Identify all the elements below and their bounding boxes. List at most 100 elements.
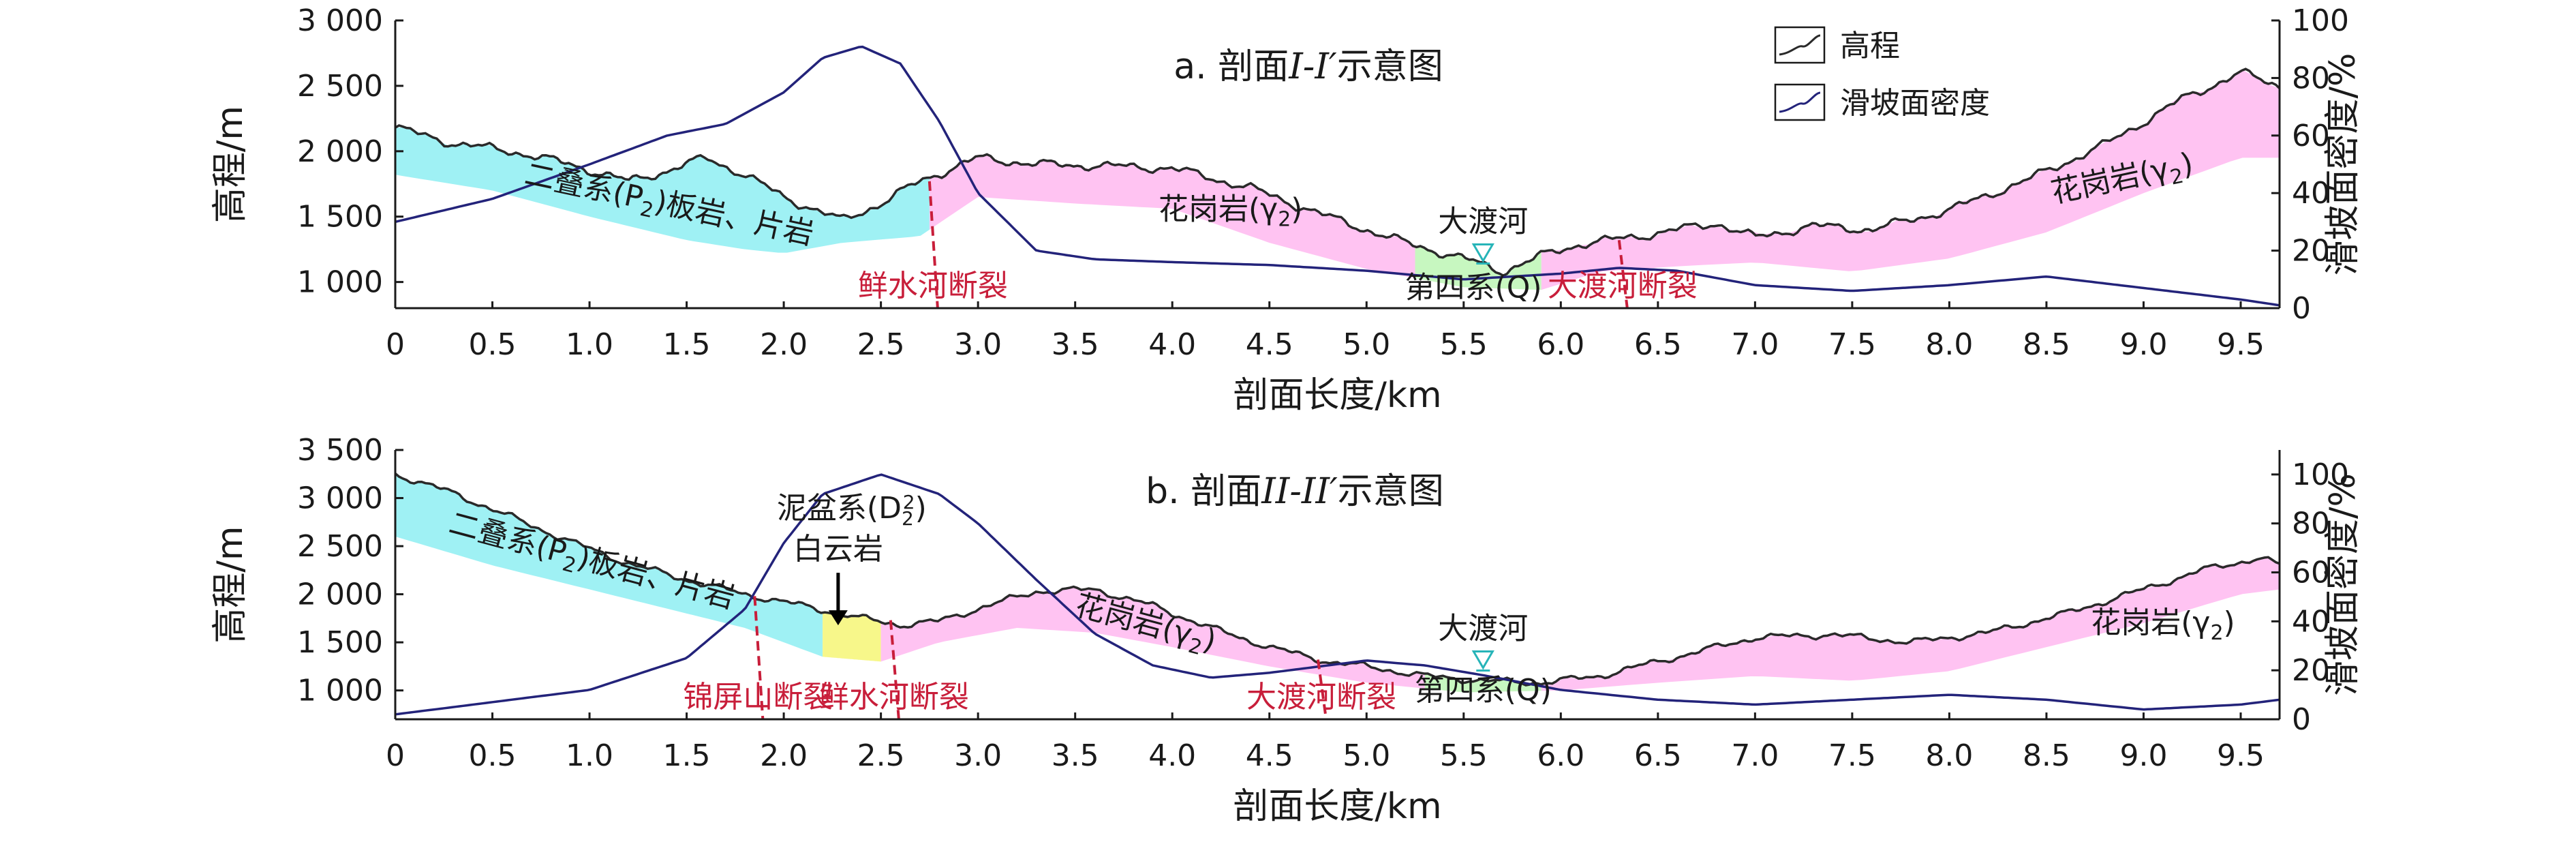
- panel-b-chart: 0 0.5 1.0 1.5 2.0 2.5 3.0 3.5 4.0 4.5 5.0 5.5 6.0 6.5…: [210, 433, 2363, 827]
- fault-line-1: [927, 181, 939, 309]
- fault-line-3: [1317, 659, 1328, 720]
- x-axis-title: 剖面长度/km: [1233, 375, 1441, 416]
- y2-tick-label: 80: [2292, 61, 2330, 95]
- unit-fill-3: [880, 587, 1425, 689]
- fault-line-1: [753, 596, 765, 720]
- density-line: [395, 45, 2280, 307]
- y2-tick-label: 100: [2292, 3, 2349, 38]
- y-axis-title: 高程/m: [210, 526, 251, 643]
- x-tick-label: 8.5: [2023, 327, 2070, 362]
- x-tick-label: 6.0: [1537, 327, 1584, 362]
- y2-tick-label: 40: [2292, 604, 2330, 639]
- dolomite-label-line2: 白云岩: [793, 532, 883, 567]
- x-tick-label: 6.5: [1634, 327, 1682, 362]
- x-tick-label: 0: [386, 327, 405, 362]
- x-tick-label: 3.5: [1052, 738, 1099, 773]
- unit-fill-4: [1541, 70, 2280, 290]
- rock-label-3: 第四系(Q): [1405, 271, 1542, 305]
- y2-tick-label: 20: [2292, 653, 2330, 688]
- river-marker-icon: [1471, 243, 1494, 263]
- y-tick-label: 2 000: [297, 134, 383, 169]
- x-tick-label: 4.0: [1148, 738, 1196, 773]
- x-axis-title: 剖面长度/km: [1233, 786, 1441, 827]
- y2-tick-label: 60: [2292, 556, 2330, 590]
- x-tick-label: 2.0: [760, 738, 808, 773]
- y2-tick-label: 60: [2292, 119, 2330, 153]
- unit-fill-2: [929, 154, 1415, 278]
- x-tick-label: 4.5: [1246, 327, 1293, 362]
- fault-label-1: 鲜水河断裂: [858, 269, 1008, 303]
- x-tick-label: 0.5: [469, 327, 517, 362]
- rock-label-3: 第四系(Q): [1415, 673, 1552, 708]
- density-line: [395, 473, 2280, 716]
- x-tick-label: 5.0: [1343, 327, 1390, 362]
- fault-label-1: 锦屏山断裂: [683, 680, 833, 715]
- x-tick-label: 6.0: [1537, 738, 1584, 773]
- arrowhead-icon: [828, 610, 848, 626]
- x-tick-label: 8.5: [2023, 738, 2070, 773]
- unit-fill-1: [395, 473, 823, 657]
- x-tick-label: 5.5: [1440, 738, 1488, 773]
- y-tick-label: 2 000: [297, 577, 383, 612]
- y2-axis-title: 滑坡面密度/%: [2322, 53, 2363, 276]
- x-tick-label: 7.5: [1828, 327, 1876, 362]
- legend-elevation-label: 高程: [1840, 29, 1900, 63]
- x-tick-label: 3.5: [1052, 327, 1099, 362]
- y-tick-label: 1 500: [297, 625, 383, 660]
- rock-label-4: 花岗岩(γ2): [2091, 605, 2235, 645]
- legend-elevation-line-icon: [1779, 34, 1821, 56]
- x-tick-label: 5.5: [1440, 327, 1488, 362]
- x-tick-label: 9.0: [2119, 327, 2167, 362]
- fault-label-2: 大渡河断裂: [1548, 269, 1698, 303]
- x-tick-label: 8.0: [1925, 738, 1973, 773]
- x-tick-label: 0.5: [469, 738, 517, 773]
- y-axis-title: 高程/m: [210, 106, 251, 223]
- unit-fill-2: [823, 612, 881, 662]
- x-tick-label: 8.0: [1925, 327, 1973, 362]
- y2-tick-label: 0: [2292, 291, 2311, 326]
- x-tick-label: 9.5: [2217, 327, 2265, 362]
- legend-density-line-icon: [1779, 91, 1821, 113]
- y-tick-label: 3 000: [297, 3, 383, 38]
- fault-line-2: [1617, 240, 1629, 309]
- x-tick-label: 2.5: [857, 738, 905, 773]
- y-tick-label: 1 000: [297, 265, 383, 300]
- legend-density-label: 滑坡面密度: [1840, 86, 1990, 121]
- river-marker-icon: [1471, 650, 1494, 670]
- y2-tick-label: 0: [2292, 702, 2311, 737]
- x-tick-label: 3.0: [954, 327, 1002, 362]
- y2-tick-label: 20: [2292, 234, 2330, 269]
- x-tick-label: 4.0: [1148, 327, 1196, 362]
- panel-title: a. 剖面I-I′示意图: [1174, 46, 1443, 87]
- y-tick-label: 2 500: [297, 529, 383, 564]
- y-tick-label: 1 500: [297, 200, 383, 235]
- x-tick-label: 9.5: [2217, 738, 2265, 773]
- x-tick-label: 2.5: [857, 327, 905, 362]
- x-tick-label: 7.0: [1731, 738, 1779, 773]
- river-label: 大渡河: [1438, 612, 1528, 646]
- y2-tick-label: 80: [2292, 507, 2330, 541]
- panel-title: b. 剖面II-II′示意图: [1146, 471, 1444, 512]
- x-tick-label: 5.0: [1343, 738, 1390, 773]
- y-tick-label: 2 500: [297, 69, 383, 104]
- y2-tick-label: 100: [2292, 457, 2349, 492]
- unit-fill-1: [395, 127, 930, 253]
- unit-fill-5: [1541, 557, 2280, 691]
- x-tick-label: 1.0: [566, 738, 613, 773]
- legend-elevation-swatch: [1774, 26, 1826, 64]
- x-tick-label: 7.0: [1731, 327, 1779, 362]
- x-tick-label: 9.0: [2119, 738, 2167, 773]
- x-tick-label: 6.5: [1634, 738, 1682, 773]
- y-tick-label: 3 000: [297, 481, 383, 516]
- y-tick-label: 1 000: [297, 674, 383, 708]
- legend-density-swatch: [1774, 83, 1826, 121]
- x-tick-label: 1.0: [566, 327, 613, 362]
- dolomite-label-line1: 泥盆系(D22): [777, 491, 927, 530]
- x-tick-label: 7.5: [1828, 738, 1876, 773]
- y2-axis-title: 滑坡面密度/%: [2322, 473, 2363, 696]
- x-tick-label: 1.5: [663, 327, 711, 362]
- y2-tick-label: 40: [2292, 176, 2330, 211]
- elevation-line: [395, 67, 2281, 277]
- x-tick-label: 2.0: [760, 327, 808, 362]
